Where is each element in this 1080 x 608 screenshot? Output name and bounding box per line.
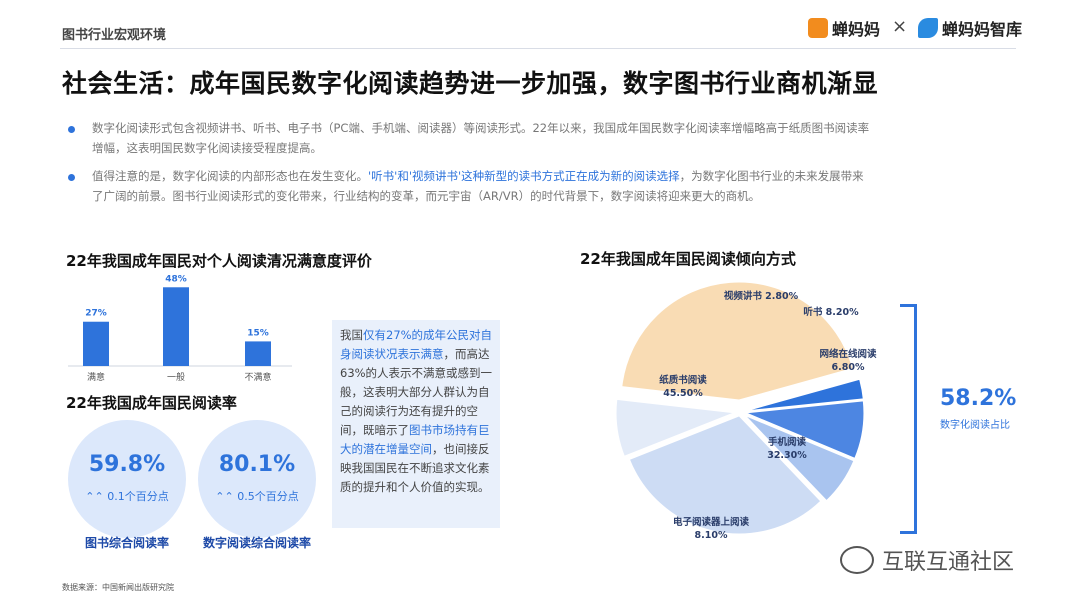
pie-label-online-value: 6.80% [831,362,865,373]
bullet-2-text-b: ，为数字化图书行业的未来发展带来 [679,169,864,183]
insight-text-2: ，而高达63%的人表示不满意或感到一般，这表明大部分人群认为自己的阅读行为还有提… [340,347,493,437]
book-reading-rate-circle [68,420,186,538]
pie-label-mobile-name: 手机阅读 [767,437,806,448]
pie-label-audiobook-name: 听书 [803,307,823,318]
bar-value-label-1: 48% [165,274,187,284]
pie-label-audiobook: 听书 8.20% [796,306,866,319]
digital-reading-rate-label: 数字阅读综合阅读率 [202,536,311,550]
pie-slice-5 [615,398,735,457]
reading-rate-title: 22年我国成年国民阅读率 [66,394,237,412]
pie-label-ereader-name: 电子阅读器上阅读 [672,517,749,528]
zhiku-logo-icon [918,18,938,38]
pie-label-paper: 纸质书阅读 45.50% [648,374,718,400]
digital-share-value: 58.2% [940,386,1017,411]
watermark: 互联互通社区 [840,544,1014,576]
bar-2 [245,341,271,366]
book-reading-rate-change-text: 0.1个百分点 [107,490,169,503]
bullet-paragraph-1: 数字化阅读形式包含视频讲书、听书、电子书（PC端、手机端、阅读器）等阅读形式。2… [92,118,1032,158]
brand-name-2: 蝉妈妈智库 [942,20,1023,39]
pie-slice-0 [621,281,854,401]
section-title: 图书行业宏观环境 [62,28,167,43]
satisfaction-bar-chart: 27% 满意 48% 一般 15% 不满意 [68,274,292,383]
digital-share-label: 数字化阅读占比 [940,420,1010,431]
bar-value-label-0: 27% [85,309,107,319]
insight-highlight-2: 图书市场持有巨大的潜在增量空间 [340,423,490,456]
digital-share-bracket [900,304,917,534]
bullet-1-line-2: 增幅，这表明国民数字化阅读接受程度提高。 [92,141,322,155]
pie-label-mobile: 手机阅读 32.30% [752,436,822,462]
satisfaction-chart-title: 22年我国成年国民对个人阅读清况满意度评价 [66,252,372,270]
bar-category-label-2: 不满意 [244,371,271,383]
bar-1 [163,287,189,366]
pie-label-mobile-value: 32.30% [767,450,807,461]
insight-highlight-1: 仅有27%的成年公民对自身阅读状况表示满意 [340,328,493,361]
bar-category-label-1: 一般 [167,371,185,383]
double-chevron-up-icon: ⌃⌃ [215,490,238,503]
pie-label-online: 网络在线阅读 6.80% [808,348,888,374]
book-reading-rate-value: 59.8% [88,452,166,477]
pie-slice-4 [628,415,822,535]
bullet-2-text-a: 值得注意的是，数字化阅读的内部形态也在发生变化。 [92,169,368,183]
bar-category-label-0: 满意 [87,371,105,383]
bullet-2-line-1: 值得注意的是，数字化阅读的内部形态也在发生变化。'听书'和'视频讲书'这种新型的… [92,166,1032,186]
insight-text-1: 我国 [340,328,363,342]
digital-reading-rate-value: 80.1% [218,452,296,477]
pie-label-paper-name: 纸质书阅读 [659,375,707,386]
pie-slice-2 [745,400,865,459]
chanmama-logo-icon [808,18,828,38]
wechat-icon [840,546,874,574]
bullet-2-highlight: '听书'和'视频讲书'这种新型的读书方式正在成为新的阅读选择 [368,169,680,183]
brand-separator: × [892,16,908,37]
pie-label-video-book-value: 2.80% [765,291,799,302]
page-title: 社会生活：成年国民数字化阅读趋势进一步加强，数字图书行业商机渐显 [62,69,879,98]
insight-text: 我国仅有27%的成年公民对自身阅读状况表示满意，而高达63%的人表示不满意或感到… [340,326,496,497]
brand-logo-chanmama: 蝉妈妈 [808,16,880,40]
insight-box [332,320,500,528]
pie-chart-title: 22年我国成年国民阅读倾向方式 [580,250,796,268]
bullet-dot [68,174,75,181]
bar-0 [83,321,109,366]
digital-reading-rate-circle [198,420,316,538]
pie-label-audiobook-value: 8.20% [825,307,859,318]
bullet-2-line-2: 了广阔的前景。图书行业阅读形式的变化带来，行业结构的变革，而元宇宙（AR/VR）… [92,189,761,203]
data-source: 数据来源：中国新闻出版研究院 [62,583,174,592]
bullet-paragraph-2: 值得注意的是，数字化阅读的内部形态也在发生变化。'听书'和'视频讲书'这种新型的… [92,166,1032,206]
brand-logo-zhiku: 蝉妈妈智库 [918,16,1022,40]
brand-name: 蝉妈妈 [832,20,881,39]
digital-reading-rate-change-text: 0.5个百分点 [237,490,299,503]
book-reading-rate-label: 图书综合阅读率 [84,536,169,550]
bullet-dot [68,126,75,133]
pie-label-video-book-name: 视频讲书 [723,291,762,302]
pie-slice-1 [745,378,864,412]
bullet-1-line-1: 数字化阅读形式包含视频讲书、听书、电子书（PC端、手机端、阅读器）等阅读形式。2… [92,121,870,135]
digital-reading-rate-change: ⌃⌃ 0.5个百分点 [198,488,316,504]
double-chevron-up-icon: ⌃⌃ [85,490,108,503]
insight-text-3: ，也间接反映我国国民在不断追求文化素质的提升和个人价值的实现。 [340,442,490,494]
pie-slice-3 [744,414,855,502]
watermark-text: 互联互通社区 [882,550,1015,575]
pie-label-paper-value: 45.50% [663,388,703,399]
reading-mode-pie-chart [615,281,865,535]
bar-value-label-2: 15% [247,328,269,338]
pie-label-ereader-value: 8.10% [694,530,728,541]
pie-label-ereader: 电子阅读器上阅读 8.10% [656,516,766,542]
pie-label-online-name: 网络在线阅读 [819,349,877,360]
book-reading-rate-change: ⌃⌃ 0.1个百分点 [68,488,186,504]
pie-label-video-book: 视频讲书 2.80% [716,290,806,303]
header-divider [60,48,1016,49]
